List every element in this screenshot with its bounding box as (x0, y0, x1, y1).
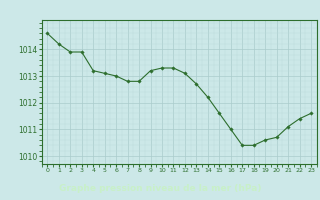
Text: Graphe pression niveau de la mer (hPa): Graphe pression niveau de la mer (hPa) (59, 184, 261, 193)
